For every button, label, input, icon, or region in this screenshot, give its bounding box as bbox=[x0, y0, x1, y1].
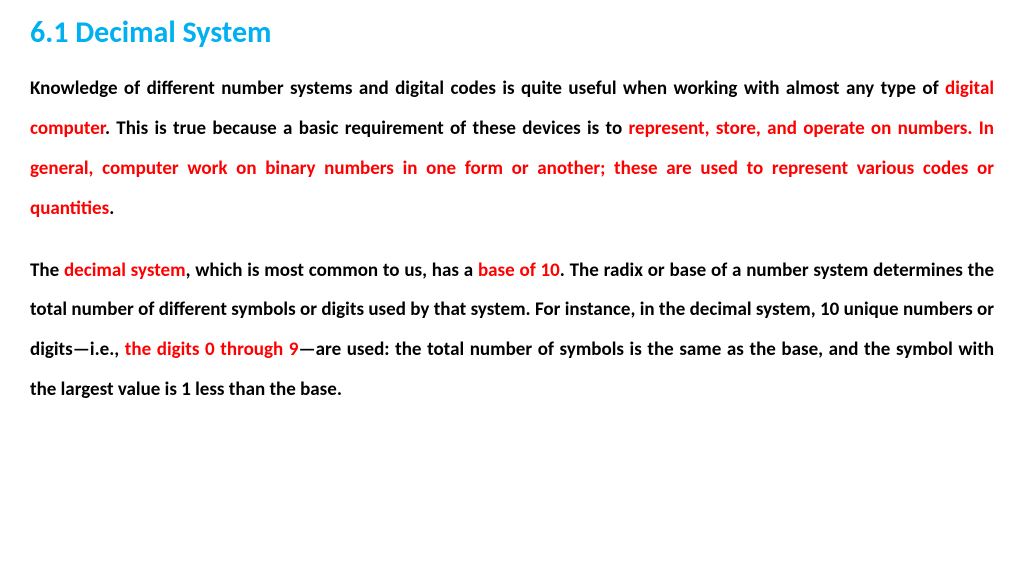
section-heading: 6.1 Decimal System bbox=[30, 14, 994, 51]
text-segment: . This is true because a basic requireme… bbox=[105, 117, 629, 140]
paragraph-1: Knowledge of different number systems an… bbox=[30, 69, 994, 229]
text-segment: , which is most common to us, has a bbox=[186, 259, 478, 282]
text-segment: The bbox=[30, 259, 64, 282]
text-highlight: the digits 0 through 9 bbox=[125, 338, 299, 361]
paragraph-2: The decimal system, which is most common… bbox=[30, 251, 994, 411]
text-highlight: represent, store, and operate on numbers bbox=[628, 117, 967, 140]
text-highlight: base of 10 bbox=[478, 259, 560, 282]
text-segment: . bbox=[109, 197, 114, 220]
text-segment: . bbox=[967, 117, 978, 140]
text-segment: Knowledge of different number systems an… bbox=[30, 77, 945, 100]
text-highlight: decimal system bbox=[64, 259, 186, 282]
